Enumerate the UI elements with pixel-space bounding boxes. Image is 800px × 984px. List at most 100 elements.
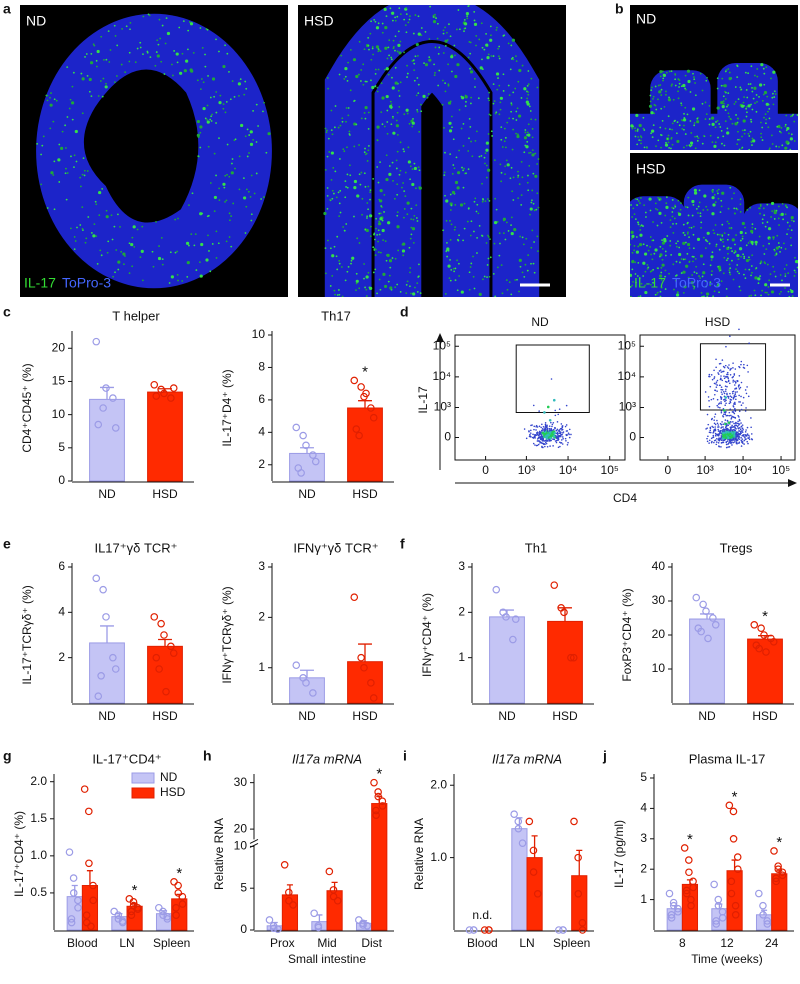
cell-dot — [512, 118, 514, 120]
panel-label: c — [3, 304, 11, 320]
cell-dot — [396, 215, 398, 217]
event-dot — [730, 402, 732, 404]
cell-dot — [169, 282, 171, 284]
cell-dot — [702, 90, 704, 92]
cell-dot — [784, 275, 786, 277]
cell-dot — [369, 199, 371, 201]
significance: * — [176, 865, 182, 882]
cell-dot — [488, 258, 490, 260]
y-tick-label: 20 — [234, 821, 248, 835]
cell-dot — [87, 170, 89, 172]
cell-dot — [409, 247, 411, 249]
cell-dot — [497, 267, 499, 269]
event-dot — [730, 395, 732, 397]
cell-dot — [380, 205, 382, 207]
cell-dot — [248, 191, 250, 193]
cell-dot — [531, 190, 533, 192]
cell-dot — [129, 28, 131, 30]
y-tick-label: 2 — [458, 605, 465, 619]
cell-dot — [384, 285, 387, 288]
cell-dot — [767, 111, 769, 113]
cell-dot — [339, 294, 341, 296]
cell-dot — [339, 158, 341, 160]
y-tick-label: 2 — [258, 610, 265, 624]
cell-dot — [386, 67, 389, 70]
cell-dot — [722, 241, 724, 243]
event-dot — [711, 374, 713, 376]
cell-dot — [500, 97, 503, 100]
event-dot — [714, 383, 716, 385]
event-dot — [526, 438, 528, 440]
cell-dot — [129, 272, 131, 274]
cell-dot — [763, 68, 765, 70]
event-dot — [720, 430, 722, 432]
cell-dot — [339, 190, 341, 192]
cell-dot — [455, 268, 457, 270]
event-dot — [553, 432, 556, 435]
panel-label: j — [602, 748, 607, 764]
event-dot — [738, 430, 740, 432]
event-dot — [741, 404, 743, 406]
cell-dot — [772, 143, 774, 145]
cell-dot — [762, 139, 764, 141]
cell-dot — [514, 279, 516, 281]
cell-dot — [446, 32, 448, 34]
cell-dot — [645, 212, 647, 214]
event-dot — [714, 440, 716, 442]
event-dot — [748, 396, 750, 398]
x-tick-label: 10⁵ — [601, 463, 619, 477]
cell-dot — [229, 219, 231, 221]
cell-dot — [486, 276, 488, 278]
cell-dot — [517, 81, 519, 83]
cell-dot — [683, 232, 685, 234]
cell-dot — [772, 93, 774, 95]
cell-dot — [683, 129, 685, 131]
cell-dot — [409, 19, 411, 21]
cell-dot — [665, 142, 667, 144]
cell-dot — [724, 145, 726, 147]
cell-dot — [400, 170, 402, 172]
cell-dot — [224, 44, 226, 46]
cell-dot — [398, 30, 400, 32]
event-dot — [529, 436, 531, 438]
cell-dot — [444, 82, 446, 84]
event-dot — [709, 430, 711, 432]
cell-dot — [479, 225, 481, 227]
cell-dot — [509, 281, 511, 283]
cell-dot — [374, 268, 376, 270]
y-tick-label: 1.0 — [30, 848, 47, 862]
cell-dot — [105, 83, 107, 85]
cell-dot — [677, 200, 679, 202]
cell-dot — [489, 276, 491, 278]
event-dot — [541, 423, 543, 425]
cell-dot — [438, 53, 440, 55]
cell-dot — [368, 112, 370, 114]
bar — [90, 399, 125, 481]
cell-dot — [678, 97, 680, 99]
event-dot — [713, 430, 715, 432]
cell-dot — [520, 266, 522, 268]
cell-dot — [768, 243, 770, 245]
cell-dot — [202, 107, 205, 110]
cell-dot — [691, 227, 693, 229]
event-dot — [725, 419, 727, 421]
cell-dot — [478, 39, 480, 41]
cell-dot — [227, 144, 229, 146]
cell-dot — [729, 267, 731, 269]
cell-dot — [643, 243, 645, 245]
cell-dot — [711, 116, 714, 119]
cell-dot — [534, 272, 536, 274]
cell-dot — [417, 220, 419, 222]
cell-dot — [537, 250, 539, 252]
cell-dot — [531, 199, 533, 201]
cell-dot — [697, 212, 699, 214]
cell-dot — [751, 254, 753, 256]
cell-dot — [705, 247, 707, 249]
cell-dot — [501, 264, 503, 266]
cell-dot — [327, 77, 329, 79]
event-dot — [729, 412, 731, 414]
cell-dot — [216, 257, 218, 259]
event-dot — [554, 439, 556, 441]
cell-dot — [193, 244, 195, 246]
cell-dot — [716, 190, 718, 192]
